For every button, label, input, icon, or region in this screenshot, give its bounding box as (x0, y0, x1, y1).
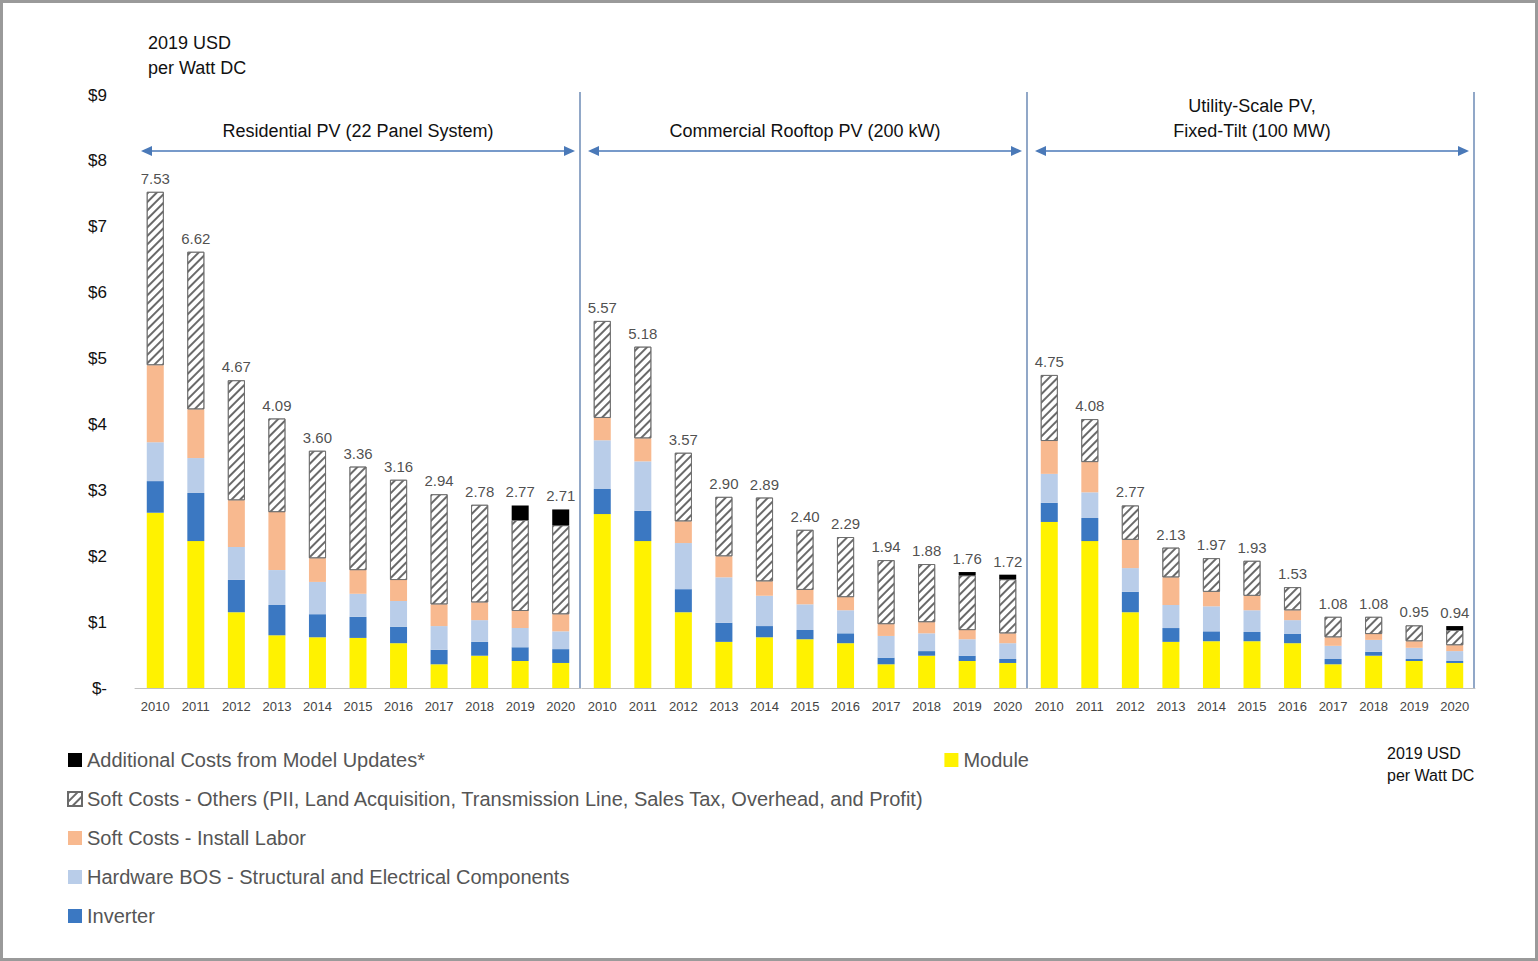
svg-text:Fixed-Tilt (100 MW): Fixed-Tilt (100 MW) (1173, 121, 1330, 141)
svg-text:$5: $5 (88, 349, 107, 368)
svg-text:$4: $4 (88, 415, 107, 434)
svg-text:2.40: 2.40 (790, 508, 819, 525)
svg-text:1.08: 1.08 (1318, 595, 1347, 612)
svg-text:2.78: 2.78 (465, 483, 494, 500)
svg-text:2012: 2012 (669, 699, 698, 714)
svg-text:2019: 2019 (953, 699, 982, 714)
svg-text:1.76: 1.76 (953, 550, 982, 567)
svg-text:1.88: 1.88 (912, 542, 941, 559)
svg-text:Soft Costs - Others (PII, Land: Soft Costs - Others (PII, Land Acquisiti… (87, 788, 923, 810)
svg-text:Module: Module (963, 749, 1029, 771)
svg-text:2018: 2018 (465, 699, 494, 714)
svg-text:2.94: 2.94 (424, 472, 453, 489)
svg-text:6.62: 6.62 (181, 230, 210, 247)
svg-text:2016: 2016 (384, 699, 413, 714)
svg-text:2020: 2020 (993, 699, 1022, 714)
svg-text:per Watt DC: per Watt DC (1387, 767, 1474, 784)
svg-text:2018: 2018 (912, 699, 941, 714)
svg-text:2.71: 2.71 (546, 487, 575, 504)
svg-text:1.08: 1.08 (1359, 595, 1388, 612)
svg-text:2011: 2011 (182, 699, 210, 714)
svg-text:2015: 2015 (1238, 699, 1267, 714)
svg-text:$3: $3 (88, 481, 107, 500)
svg-text:2010: 2010 (1035, 699, 1064, 714)
svg-text:Additional Costs from Model Up: Additional Costs from Model Updates* (87, 749, 425, 771)
svg-text:2019: 2019 (506, 699, 535, 714)
svg-text:2019: 2019 (1400, 699, 1429, 714)
svg-text:Hardware BOS - Structural and: Hardware BOS - Structural and Electrical… (87, 866, 569, 888)
svg-text:2011: 2011 (629, 699, 657, 714)
svg-text:$7: $7 (88, 217, 107, 236)
svg-text:$2: $2 (88, 547, 107, 566)
svg-text:Utility-Scale PV,: Utility-Scale PV, (1188, 96, 1315, 116)
svg-text:5.18: 5.18 (628, 325, 657, 342)
svg-text:4.67: 4.67 (222, 358, 251, 375)
svg-text:2017: 2017 (872, 699, 901, 714)
svg-text:2.77: 2.77 (506, 483, 535, 500)
svg-text:2.13: 2.13 (1156, 526, 1185, 543)
svg-text:2016: 2016 (831, 699, 860, 714)
svg-text:$9: $9 (88, 86, 107, 105)
svg-text:2012: 2012 (1116, 699, 1145, 714)
svg-text:2020: 2020 (1440, 699, 1469, 714)
svg-text:2016: 2016 (1278, 699, 1307, 714)
svg-text:$6: $6 (88, 283, 107, 302)
svg-text:2014: 2014 (303, 699, 332, 714)
svg-text:4.08: 4.08 (1075, 397, 1104, 414)
svg-text:1.94: 1.94 (871, 538, 900, 555)
svg-text:5.57: 5.57 (588, 299, 617, 316)
svg-text:2012: 2012 (222, 699, 251, 714)
svg-text:3.57: 3.57 (669, 431, 698, 448)
svg-text:2.29: 2.29 (831, 515, 860, 532)
svg-text:Inverter: Inverter (87, 905, 155, 927)
svg-text:2013: 2013 (1156, 699, 1185, 714)
svg-text:2018: 2018 (1359, 699, 1388, 714)
svg-text:1.53: 1.53 (1278, 565, 1307, 582)
svg-text:4.09: 4.09 (262, 397, 291, 414)
svg-text:2010: 2010 (141, 699, 170, 714)
svg-text:2019 USD: 2019 USD (1387, 745, 1461, 762)
svg-text:0.95: 0.95 (1400, 603, 1429, 620)
svg-text:2015: 2015 (791, 699, 820, 714)
svg-text:Soft Costs - Install Labor: Soft Costs - Install Labor (87, 827, 306, 849)
svg-text:3.16: 3.16 (384, 458, 413, 475)
svg-text:3.60: 3.60 (303, 429, 332, 446)
svg-text:1.93: 1.93 (1237, 539, 1266, 556)
svg-text:7.53: 7.53 (141, 170, 170, 187)
svg-text:2020: 2020 (546, 699, 575, 714)
svg-text:Commercial Rooftop PV (200 kW): Commercial Rooftop PV (200 kW) (669, 121, 940, 141)
svg-text:$8: $8 (88, 151, 107, 170)
svg-text:2011: 2011 (1076, 699, 1104, 714)
svg-text:2.90: 2.90 (709, 475, 738, 492)
svg-text:2014: 2014 (1197, 699, 1226, 714)
svg-text:2013: 2013 (262, 699, 291, 714)
svg-text:2010: 2010 (588, 699, 617, 714)
svg-text:2014: 2014 (750, 699, 779, 714)
svg-text:1.72: 1.72 (993, 553, 1022, 570)
svg-text:4.75: 4.75 (1035, 353, 1064, 370)
svg-text:2019 USD: 2019 USD (148, 33, 231, 53)
svg-text:2.77: 2.77 (1116, 483, 1145, 500)
svg-text:1.97: 1.97 (1197, 536, 1226, 553)
svg-text:2017: 2017 (425, 699, 454, 714)
svg-text:$1: $1 (88, 613, 107, 632)
svg-text:3.36: 3.36 (343, 445, 372, 462)
svg-text:per Watt DC: per Watt DC (148, 58, 246, 78)
svg-text:2.89: 2.89 (750, 476, 779, 493)
svg-text:$-: $- (92, 679, 107, 698)
svg-text:2015: 2015 (344, 699, 373, 714)
svg-text:0.94: 0.94 (1440, 604, 1469, 621)
svg-text:2017: 2017 (1319, 699, 1348, 714)
svg-text:Residential PV (22 Panel Syste: Residential PV (22 Panel System) (222, 121, 493, 141)
svg-text:2013: 2013 (709, 699, 738, 714)
